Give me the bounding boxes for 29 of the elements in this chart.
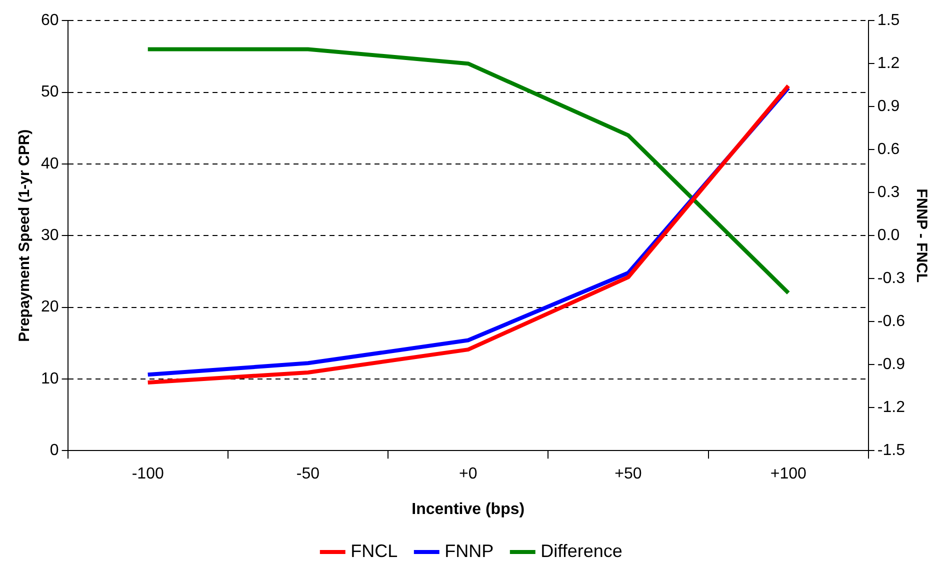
x-tick-label: -100 xyxy=(132,466,164,483)
y2-tick-label: 0.6 xyxy=(877,141,900,158)
y2-tick-label: -0.3 xyxy=(877,270,906,288)
y-tick-label: 50 xyxy=(41,84,59,101)
y-tick-label: 10 xyxy=(41,370,59,388)
x-axis-title: Incentive (bps) xyxy=(412,500,525,518)
legend-label: FNNP xyxy=(444,540,494,561)
y2-tick-label: 0.0 xyxy=(877,227,900,244)
y-tick-label: 60 xyxy=(41,12,59,30)
y2-tick-label: 0.3 xyxy=(877,184,900,202)
y-axis-title: Prepayment Speed (1-yr CPR) xyxy=(16,129,34,342)
y2-tick-label: -1.2 xyxy=(877,399,906,416)
y2-tick-label: 1.2 xyxy=(877,55,900,72)
x-tick-label: +0 xyxy=(458,466,478,483)
y2-tick-label: 1.5 xyxy=(877,12,900,30)
x-tick-label: -50 xyxy=(296,466,320,483)
y2-tick-label: 0.9 xyxy=(877,98,900,116)
y-tick-label: 30 xyxy=(41,227,59,244)
y2-tick-label: -0.9 xyxy=(877,356,906,374)
y-tick-label: 0 xyxy=(50,442,59,460)
legend-label: Difference xyxy=(540,540,622,561)
x-tick-label: +50 xyxy=(614,466,642,483)
legend-label: FNCL xyxy=(350,540,398,561)
y-tick-label: 40 xyxy=(41,155,59,172)
y2-tick-label: -1.5 xyxy=(877,442,906,460)
x-tick-label: +100 xyxy=(770,466,806,483)
y-tick-label: 20 xyxy=(41,298,59,316)
y2-tick-label: -0.6 xyxy=(877,313,906,330)
y2-axis-title: FNNP - FNCL xyxy=(912,188,930,283)
